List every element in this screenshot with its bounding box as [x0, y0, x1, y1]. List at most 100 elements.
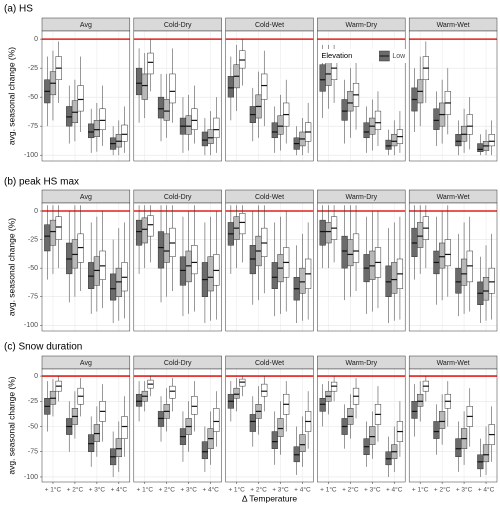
x-tick-label: + 4°C [202, 486, 219, 494]
panel-border [225, 30, 314, 162]
box [482, 444, 490, 463]
x-tick-label: + 2°C [158, 486, 175, 494]
panel [42, 369, 130, 482]
box [121, 124, 128, 142]
x-axis-title: Δ Temperature [242, 493, 298, 503]
box [157, 231, 165, 269]
box [93, 120, 100, 137]
box [433, 421, 440, 439]
box [233, 387, 240, 399]
y-tick-label: 0 [34, 373, 38, 380]
panel-border [41, 368, 131, 483]
y-axis-title: avg. seasonal change (%) [6, 218, 16, 316]
box [460, 258, 468, 286]
x-tick-label: + 4°C [111, 486, 128, 494]
box [341, 99, 348, 121]
panel-border [317, 30, 406, 162]
box [433, 108, 440, 130]
box [271, 431, 278, 449]
strip-label: Cold-Dry [164, 22, 192, 29]
box [352, 233, 360, 263]
panel-border [408, 368, 498, 483]
box [417, 222, 424, 248]
legend-label: Low [392, 53, 406, 60]
box [299, 434, 306, 452]
x-tick-label: + 3°C [456, 486, 473, 494]
box [249, 414, 256, 432]
panel-title: (a) HS [4, 4, 33, 15]
y-tick-label: -50 [28, 94, 38, 101]
panel [225, 369, 314, 482]
x-tick-label: + 2°C [250, 486, 267, 494]
x-tick-label: + 4°C [294, 486, 311, 494]
box [466, 114, 473, 135]
box [482, 277, 490, 301]
box [261, 73, 268, 100]
panel-border [225, 202, 314, 332]
legend-title: Elevation [321, 51, 352, 60]
x-tick-label: + 1°C [137, 486, 154, 494]
strip-label: Cold-Wet [255, 22, 284, 29]
box [135, 393, 143, 407]
box [213, 408, 220, 432]
box [439, 411, 446, 429]
panel [133, 369, 222, 482]
strip-label: Warm-Dry [345, 194, 377, 201]
box [201, 441, 209, 460]
box [261, 383, 268, 397]
box [391, 134, 398, 147]
x-tick-label: + 4°C [386, 486, 403, 494]
box [213, 117, 220, 139]
box [374, 110, 382, 130]
box [271, 262, 278, 289]
box [191, 395, 198, 415]
box [169, 73, 176, 104]
box [325, 222, 332, 244]
box [369, 426, 376, 445]
box [347, 91, 354, 112]
strip-label: Avg [80, 22, 92, 29]
box [271, 122, 278, 139]
y-tick-label: -50 [28, 423, 38, 430]
box [488, 134, 495, 147]
y-tick-label: 0 [34, 36, 38, 43]
box [363, 122, 370, 139]
box [277, 418, 284, 437]
box [227, 76, 234, 98]
x-tick-label: + 1°C [412, 486, 429, 494]
strip-label: Cold-Dry [164, 360, 192, 367]
x-tick-label: + 3°C [272, 486, 289, 494]
box [110, 273, 117, 301]
y-tick-label: -25 [28, 236, 38, 243]
box [299, 267, 306, 294]
strip-label: Cold-Wet [255, 360, 284, 367]
box [444, 239, 451, 267]
x-tick-label: + 2°C [67, 486, 84, 494]
box [141, 73, 148, 100]
box [207, 129, 214, 144]
box [99, 108, 106, 130]
box [147, 215, 154, 237]
box [135, 219, 143, 246]
box [191, 245, 198, 275]
y-tick-label: -25 [28, 398, 38, 405]
strip-label: Warm-Wet [437, 360, 470, 367]
box [455, 267, 462, 294]
y-tick-label: 0 [34, 208, 38, 215]
panel-title: (b) peak HS max [4, 177, 79, 188]
box [44, 224, 51, 252]
panel [317, 369, 406, 482]
panel-border [408, 202, 498, 332]
box [319, 219, 326, 246]
y-tick-label: -100 [24, 474, 38, 481]
strip-label: Avg [80, 360, 92, 367]
box [49, 219, 57, 246]
y-axis-title: avg. seasonal change (%) [6, 376, 16, 474]
box [385, 139, 392, 150]
strip-label: Warm-Dry [345, 22, 377, 29]
y-tick-label: -50 [28, 265, 38, 272]
panel-border [41, 202, 131, 332]
box [88, 123, 95, 139]
strip-label: Cold-Dry [164, 194, 192, 201]
